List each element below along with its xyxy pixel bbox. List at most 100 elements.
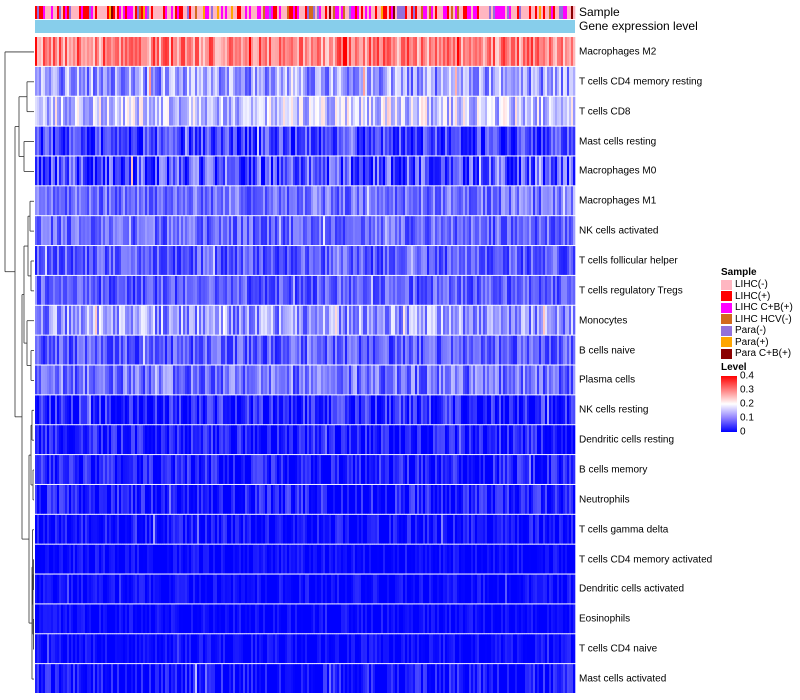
heatmap-cell [377,275,380,305]
heatmap-cell [91,126,94,156]
heatmap-cell [421,514,424,544]
heatmap-cell [157,156,160,186]
heatmap-cell [79,514,82,544]
heatmap-cell [303,305,306,335]
heatmap-cell [165,455,168,484]
heatmap-cell [287,156,290,186]
heatmap-cell [471,186,474,216]
sample-annotation-cell [291,6,294,19]
heatmap-cell [405,425,408,455]
heatmap-cell [321,66,324,96]
heatmap-cell [367,96,370,126]
heatmap-cell [429,186,432,216]
heatmap-row [35,335,576,365]
heatmap-cell [275,425,278,455]
sample-annotation-cell [49,6,52,19]
heatmap-cell [203,37,206,66]
heatmap-cell [155,275,158,305]
heatmap-cell [123,514,126,544]
heatmap-cell [153,66,156,96]
heatmap-cell [201,455,204,484]
heatmap-cell [455,425,458,455]
heatmap-cell [389,96,392,126]
heatmap-cell [571,37,574,66]
heatmap-cell [381,96,384,126]
heatmap-cell [57,246,60,275]
heatmap-cell [443,305,446,335]
heatmap-cell [551,96,554,126]
heatmap-cell [333,37,336,66]
heatmap-cell [321,514,324,544]
heatmap-cell [117,96,120,126]
heatmap-cell [217,37,220,66]
sample-annotation-cell [555,6,558,19]
heatmap-cell [85,484,88,514]
heatmap-cell [97,66,100,96]
heatmap-cell [371,246,374,275]
heatmap-cell [549,186,552,216]
heatmap-cell [403,126,406,156]
heatmap-cell [175,544,178,574]
heatmap-cell [467,365,470,395]
heatmap-cell [161,96,164,126]
heatmap-cell [221,186,224,216]
heatmap-cell [189,484,192,514]
heatmap-cell [547,395,550,425]
heatmap-cell [379,246,382,275]
heatmap-cell [61,484,64,514]
heatmap-cell [237,484,240,514]
heatmap-cell [289,425,292,455]
heatmap-cell [483,425,486,455]
heatmap-cell [395,335,398,365]
heatmap-cell [221,275,224,305]
heatmap-cell [345,484,348,514]
heatmap-cell [199,484,202,514]
sample-annotation-cell [443,6,446,19]
heatmap-cell [185,246,188,275]
heatmap-cell [427,275,430,305]
heatmap-cell [69,305,72,335]
heatmap-cell [179,395,182,425]
heatmap-cell [479,66,482,96]
heatmap-cell [571,335,574,365]
heatmap-cell [219,335,222,365]
sample-annotation-cell [109,6,112,19]
heatmap-cell [201,484,204,514]
heatmap-cell [65,156,68,186]
heatmap-cell [323,37,326,66]
heatmap-cell [333,216,336,246]
heatmap-cell [561,514,564,544]
heatmap-cell [473,126,476,156]
heatmap-cell [413,484,416,514]
heatmap-cell [371,126,374,156]
heatmap-cell [199,365,202,395]
heatmap-cell [469,96,472,126]
sample-annotation-cell [173,6,176,19]
heatmap-cell [43,275,46,305]
heatmap-cell [357,186,360,216]
heatmap-cell [195,156,198,186]
heatmap-cell [63,425,66,455]
heatmap-cell [483,37,486,66]
heatmap-cell [241,305,244,335]
heatmap-cell [205,275,208,305]
heatmap-cell [253,156,256,186]
heatmap-cell [73,246,76,275]
heatmap-cell [199,37,202,66]
heatmap-cell [241,395,244,425]
heatmap-cell [467,96,470,126]
heatmap-cell [219,395,222,425]
heatmap-cell [271,66,274,96]
heatmap-cell [291,246,294,275]
heatmap-cell [147,126,150,156]
heatmap-cell [447,186,450,216]
heatmap-cell [495,335,498,365]
heatmap-cell [179,37,182,66]
sample-annotation-cell [143,6,146,19]
heatmap-cell [559,455,562,484]
heatmap-cell [205,484,208,514]
heatmap-cell [453,126,456,156]
heatmap-cell [405,395,408,425]
heatmap-cell [567,156,570,186]
heatmap-cell [385,126,388,156]
